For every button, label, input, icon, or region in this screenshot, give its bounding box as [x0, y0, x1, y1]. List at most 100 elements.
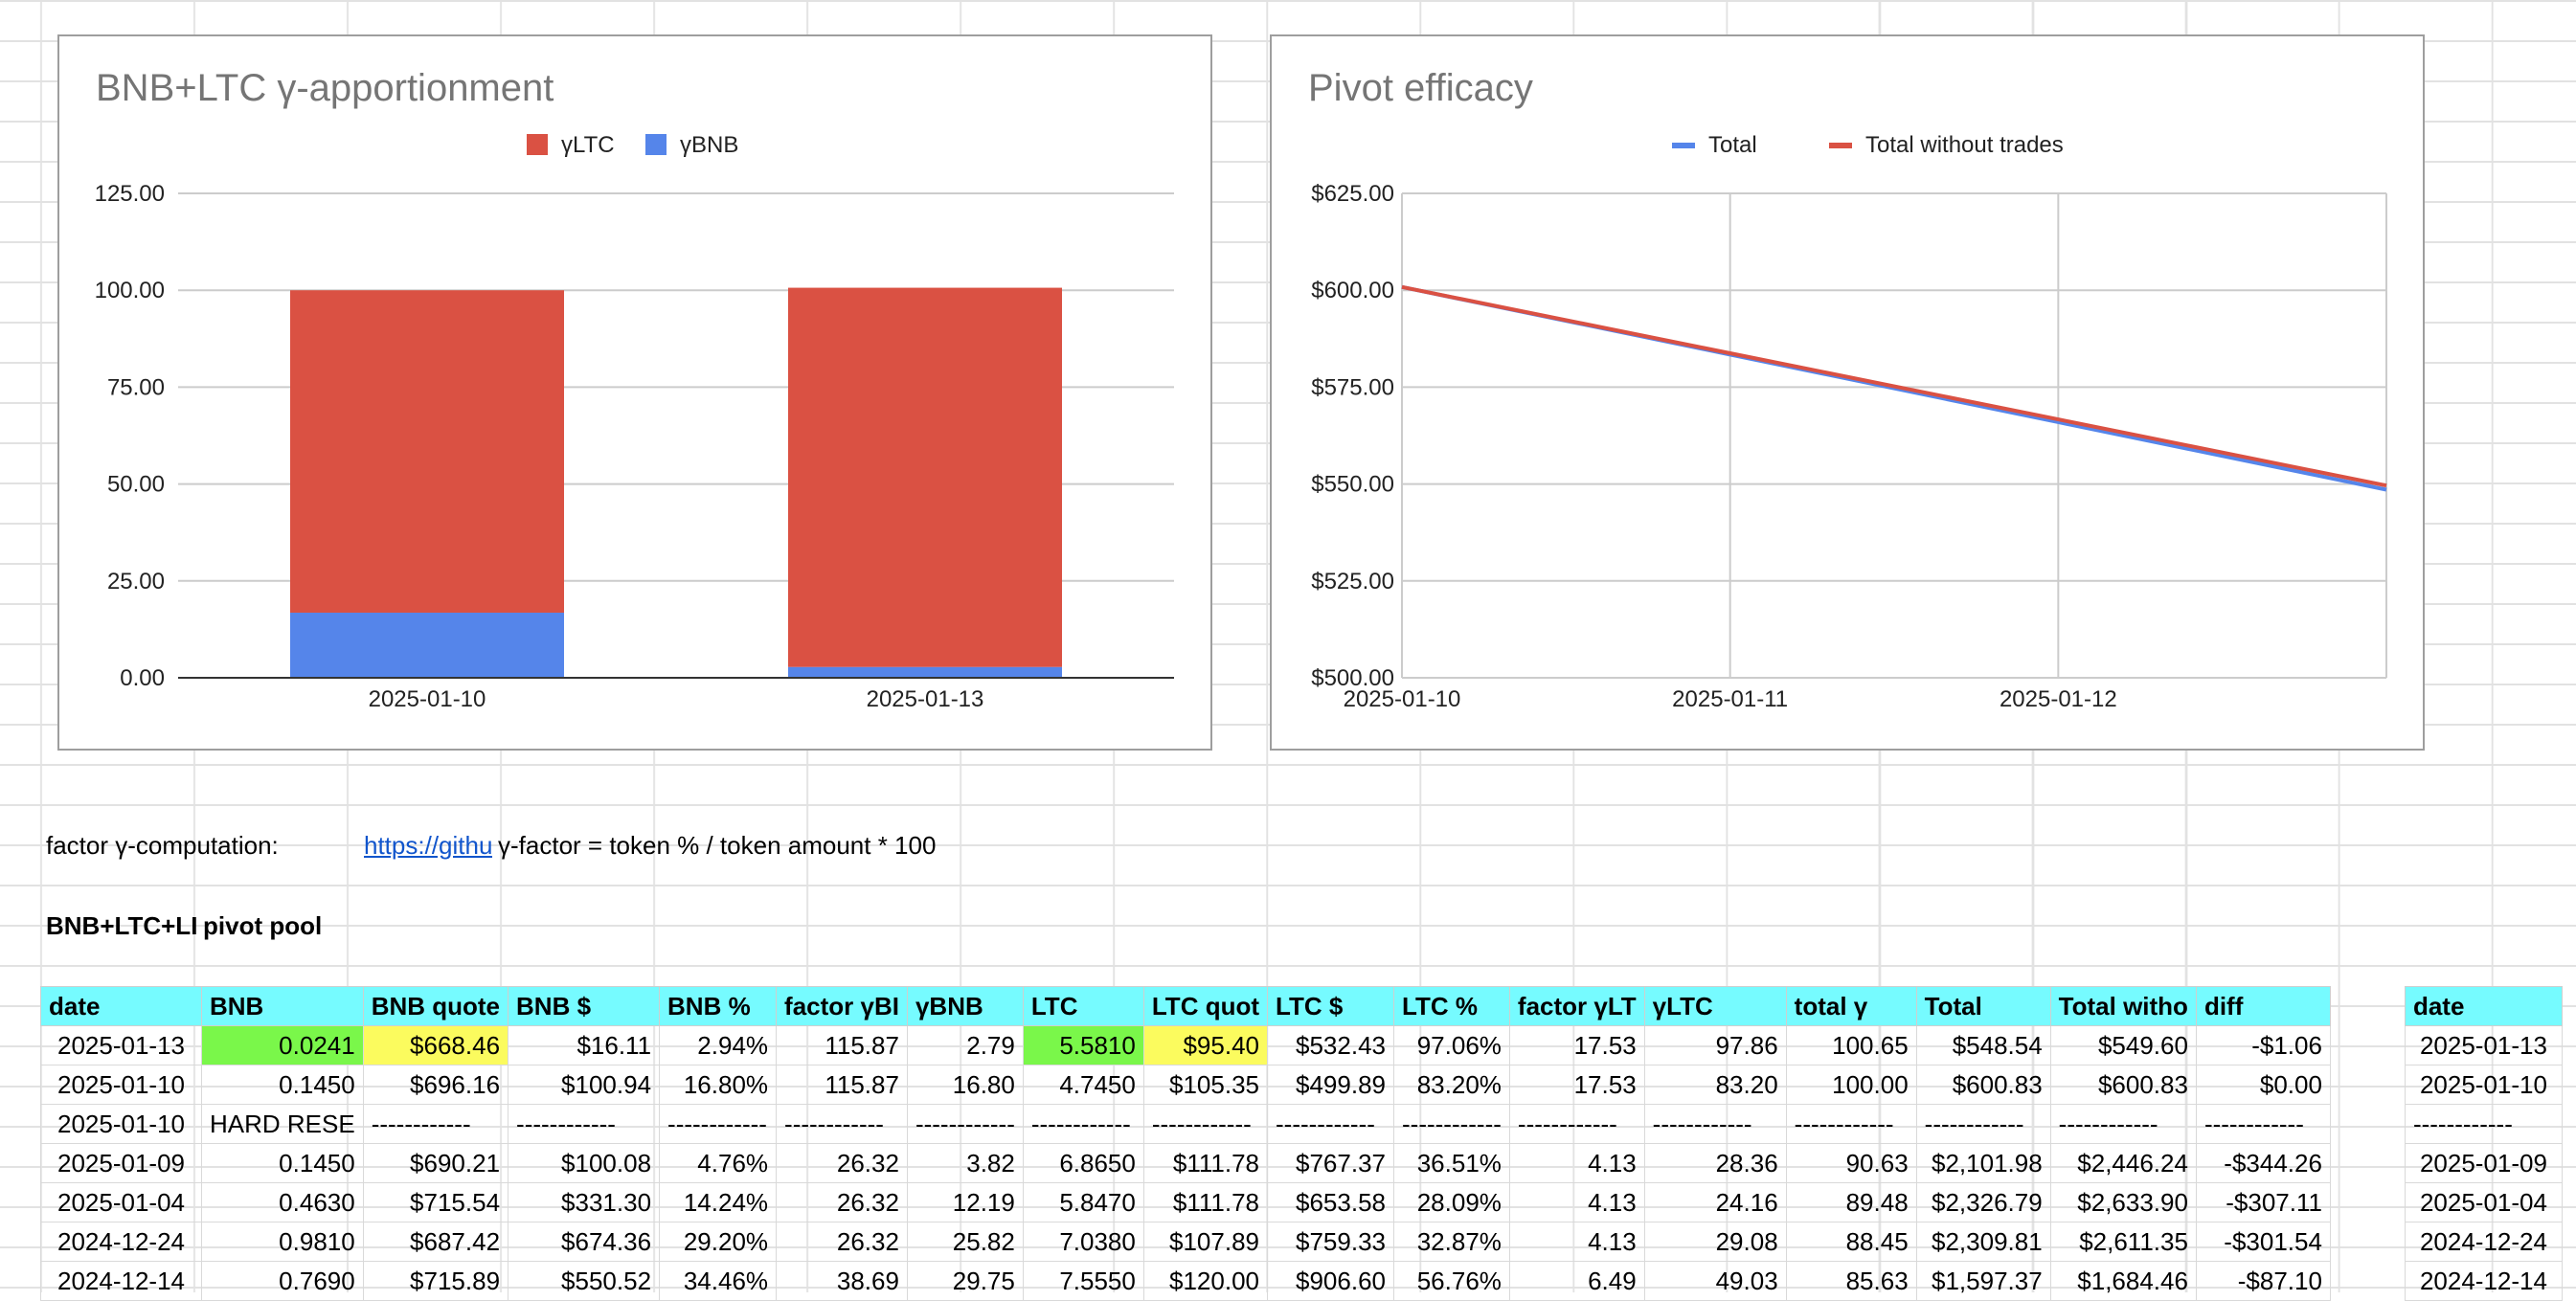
table-cell[interactable]: 4.13: [1509, 1222, 1644, 1262]
table-cell[interactable]: $105.35: [1143, 1065, 1267, 1105]
table-cell[interactable]: ------------: [1509, 1105, 1644, 1144]
table-cell[interactable]: 2025-01-10: [41, 1105, 202, 1144]
table-cell[interactable]: 90.63: [1786, 1144, 1916, 1183]
table-cell[interactable]: 16.80: [907, 1065, 1023, 1105]
table-cell[interactable]: $120.00: [1143, 1262, 1267, 1301]
column-header[interactable]: LTC quot: [1143, 987, 1267, 1026]
table-cell[interactable]: 29.08: [1644, 1222, 1786, 1262]
table-cell[interactable]: 100.65: [1786, 1026, 1916, 1065]
table-cell[interactable]: 2024-12-14: [2405, 1262, 2562, 1301]
table-cell[interactable]: 0.1450: [202, 1144, 364, 1183]
table-cell[interactable]: ------------: [1268, 1105, 1394, 1144]
column-header[interactable]: BNB quote: [363, 987, 508, 1026]
table-cell[interactable]: 2024-12-24: [2405, 1222, 2562, 1262]
table-cell[interactable]: $2,101.98: [1916, 1144, 2050, 1183]
table-cell[interactable]: $548.54: [1916, 1026, 2050, 1065]
table-cell[interactable]: 0.1450: [202, 1065, 364, 1105]
table-cell[interactable]: $600.83: [2050, 1065, 2196, 1105]
table-cell[interactable]: $2,446.24: [2050, 1144, 2196, 1183]
table-cell[interactable]: HARD RESE: [202, 1105, 364, 1144]
table-cell[interactable]: $100.08: [508, 1144, 660, 1183]
table-cell[interactable]: $668.46: [363, 1026, 508, 1065]
table-cell[interactable]: $1,597.37: [1916, 1262, 2050, 1301]
table-cell[interactable]: $2,633.90: [2050, 1183, 2196, 1222]
table-cell[interactable]: $331.30: [508, 1183, 660, 1222]
table-cell[interactable]: 7.0380: [1023, 1222, 1143, 1262]
table-cell[interactable]: 2.79: [907, 1026, 1023, 1065]
table-cell[interactable]: $2,326.79: [1916, 1183, 2050, 1222]
table-cell[interactable]: ------------: [508, 1105, 660, 1144]
column-header[interactable]: γLTC: [1644, 987, 1786, 1026]
table-cell[interactable]: 2025-01-04: [2405, 1183, 2562, 1222]
column-header[interactable]: Total: [1916, 987, 2050, 1026]
table-cell[interactable]: 83.20%: [1394, 1065, 1510, 1105]
table-cell[interactable]: $107.89: [1143, 1222, 1267, 1262]
table-cell[interactable]: $715.54: [363, 1183, 508, 1222]
table-cell[interactable]: 2025-01-09: [2405, 1144, 2562, 1183]
table-cell[interactable]: $2,309.81: [1916, 1222, 2050, 1262]
table-cell[interactable]: 0.0241: [202, 1026, 364, 1065]
table-cell[interactable]: 6.8650: [1023, 1144, 1143, 1183]
table-cell[interactable]: 26.32: [777, 1183, 908, 1222]
formula-link[interactable]: https://githu: [364, 825, 492, 865]
table-cell[interactable]: 6.49: [1509, 1262, 1644, 1301]
column-header[interactable]: total γ: [1786, 987, 1916, 1026]
table-cell[interactable]: 115.87: [777, 1065, 908, 1105]
table-cell[interactable]: $549.60: [2050, 1026, 2196, 1065]
table-cell[interactable]: 2024-12-14: [41, 1262, 202, 1301]
table-cell[interactable]: 89.48: [1786, 1183, 1916, 1222]
column-header[interactable]: LTC: [1023, 987, 1143, 1026]
column-header[interactable]: BNB: [202, 987, 364, 1026]
table-cell[interactable]: $687.42: [363, 1222, 508, 1262]
table-cell[interactable]: 14.24%: [660, 1183, 777, 1222]
table-cell[interactable]: -$87.10: [2196, 1262, 2330, 1301]
table-cell[interactable]: $600.83: [1916, 1065, 2050, 1105]
table-cell[interactable]: 0.9810: [202, 1222, 364, 1262]
column-header[interactable]: BNB $: [508, 987, 660, 1026]
table-cell[interactable]: $111.78: [1143, 1144, 1267, 1183]
table-cell[interactable]: 97.86: [1644, 1026, 1786, 1065]
table-cell[interactable]: $1,684.46: [2050, 1262, 2196, 1301]
table-cell[interactable]: 2.94%: [660, 1026, 777, 1065]
table-cell[interactable]: ------------: [2196, 1105, 2330, 1144]
table-cell[interactable]: $759.33: [1268, 1222, 1394, 1262]
column-header[interactable]: date: [2405, 987, 2562, 1026]
column-header[interactable]: factor γLT: [1509, 987, 1644, 1026]
table-cell[interactable]: 2025-01-13: [2405, 1026, 2562, 1065]
table-cell[interactable]: $715.89: [363, 1262, 508, 1301]
table-cell[interactable]: 29.20%: [660, 1222, 777, 1262]
table-cell[interactable]: 83.20: [1644, 1065, 1786, 1105]
table-cell[interactable]: ------------: [2405, 1105, 2562, 1144]
table-cell[interactable]: 88.45: [1786, 1222, 1916, 1262]
table-cell[interactable]: -$1.06: [2196, 1026, 2330, 1065]
table-cell[interactable]: 25.82: [907, 1222, 1023, 1262]
table-cell[interactable]: $767.37: [1268, 1144, 1394, 1183]
table-cell[interactable]: $100.94: [508, 1065, 660, 1105]
table-cell[interactable]: ------------: [363, 1105, 508, 1144]
column-header[interactable]: BNB %: [660, 987, 777, 1026]
table-cell[interactable]: 2025-01-09: [41, 1144, 202, 1183]
table-cell[interactable]: ------------: [907, 1105, 1023, 1144]
table-cell[interactable]: 36.51%: [1394, 1144, 1510, 1183]
column-header[interactable]: γBNB: [907, 987, 1023, 1026]
table-cell[interactable]: 115.87: [777, 1026, 908, 1065]
column-header[interactable]: diff: [2196, 987, 2330, 1026]
table-cell[interactable]: 2024-12-24: [41, 1222, 202, 1262]
column-header[interactable]: date: [41, 987, 202, 1026]
table-cell[interactable]: $696.16: [363, 1065, 508, 1105]
table-cell[interactable]: 28.36: [1644, 1144, 1786, 1183]
table-cell[interactable]: $499.89: [1268, 1065, 1394, 1105]
table-cell[interactable]: 24.16: [1644, 1183, 1786, 1222]
table-cell[interactable]: 2025-01-04: [41, 1183, 202, 1222]
table-cell[interactable]: 49.03: [1644, 1262, 1786, 1301]
table-cell[interactable]: 5.8470: [1023, 1183, 1143, 1222]
pivot-efficacy-chart[interactable]: Pivot efficacy Total Total without trades…: [1270, 34, 2425, 751]
table-cell[interactable]: 4.13: [1509, 1183, 1644, 1222]
table-cell[interactable]: 28.09%: [1394, 1183, 1510, 1222]
table-cell[interactable]: 4.13: [1509, 1144, 1644, 1183]
table-cell[interactable]: 7.5550: [1023, 1262, 1143, 1301]
table-cell[interactable]: $95.40: [1143, 1026, 1267, 1065]
table-cell[interactable]: ------------: [1644, 1105, 1786, 1144]
table-cell[interactable]: 34.46%: [660, 1262, 777, 1301]
table-cell[interactable]: 97.06%: [1394, 1026, 1510, 1065]
